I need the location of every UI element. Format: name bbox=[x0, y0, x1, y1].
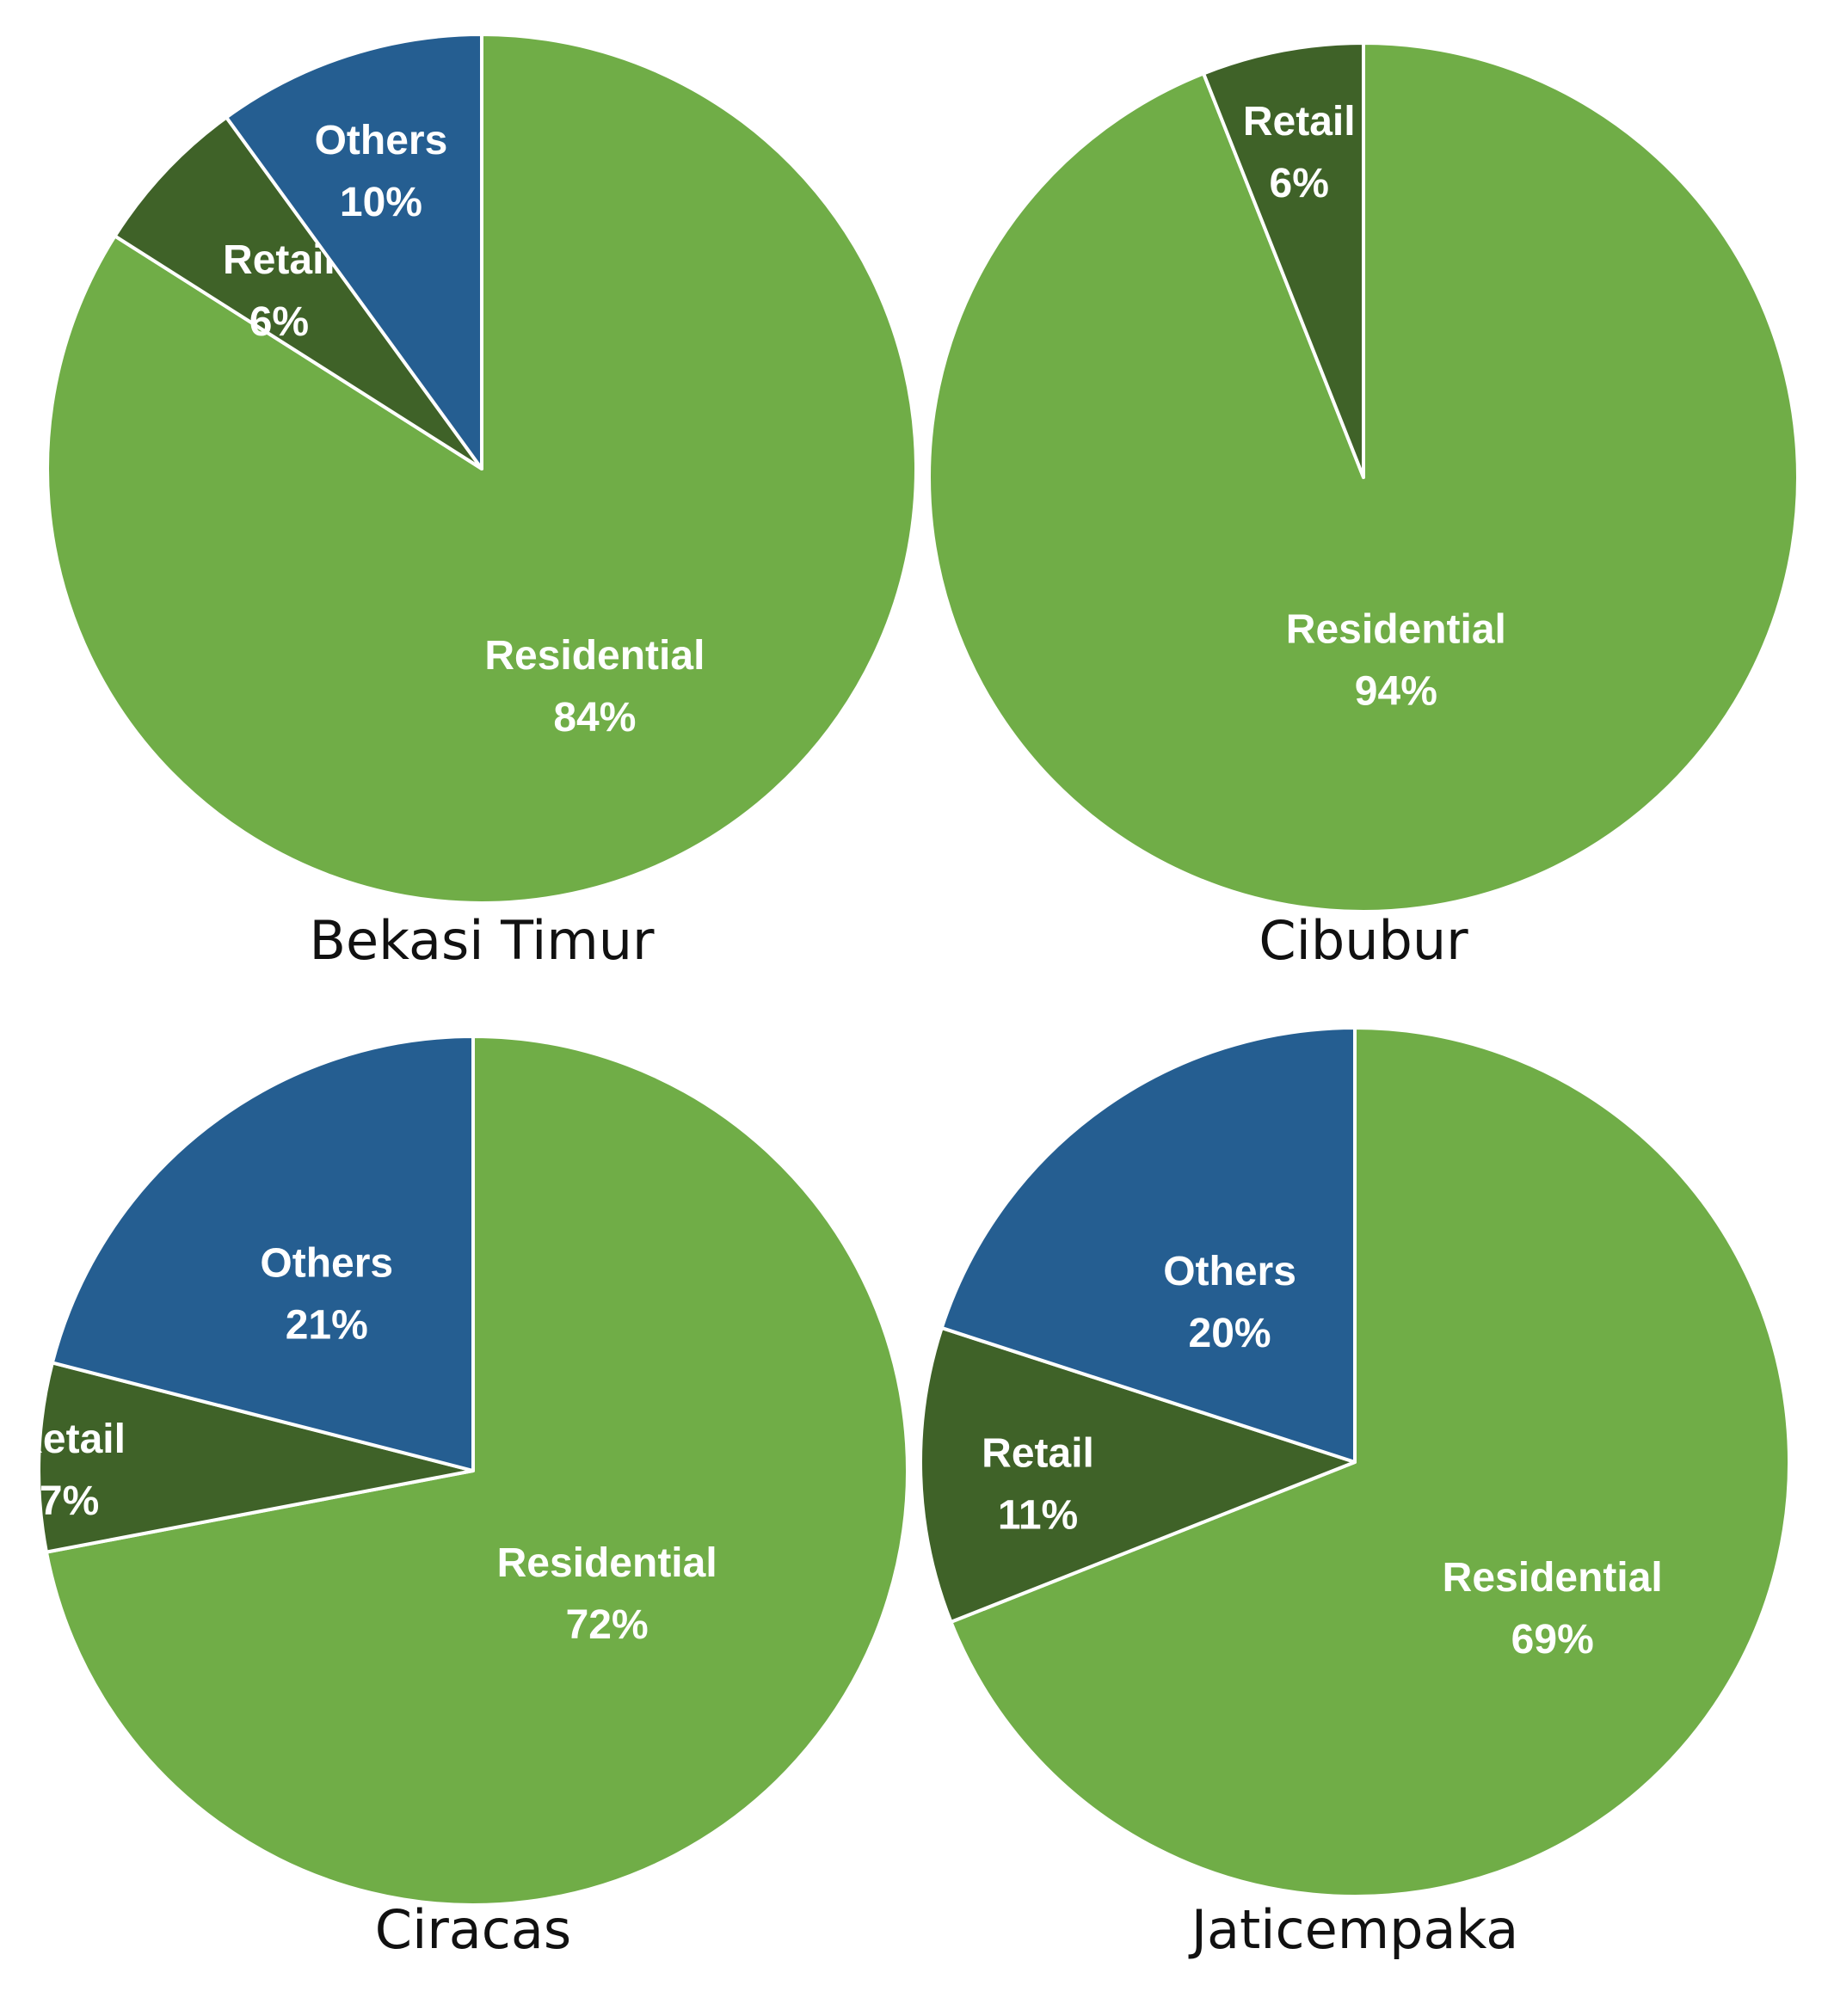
pie-slice-retail bbox=[113, 115, 483, 470]
pie-slice-retail bbox=[37, 1361, 475, 1554]
pie-slice-residential bbox=[949, 1026, 1791, 1898]
pie-chart-bekasi-timur: Residential 84% Retail 6% Others 10% Bekasi Ti… bbox=[46, 33, 918, 972]
pie-chart-ciracas: Residential 72% Retail 7% Others 21% Ciracas bbox=[13, 1035, 909, 1961]
pie-slice-others bbox=[939, 1026, 1357, 1464]
slice-percent-label: 10% bbox=[340, 180, 422, 225]
chart-title: Jaticempaka bbox=[1188, 1898, 1519, 1961]
slice-percent-label: 20% bbox=[1189, 1311, 1271, 1356]
slice-label-others: Others 20% bbox=[1163, 1249, 1296, 1356]
pie-slice-retail bbox=[919, 1325, 1357, 1624]
pie-slice-residential bbox=[44, 1035, 909, 1907]
slice-label-retail: Retail 6% bbox=[1243, 99, 1356, 206]
slice-percent-label: 11% bbox=[998, 1493, 1078, 1539]
slice-percent-label: 94% bbox=[1355, 668, 1437, 714]
slice-percent-label: 21% bbox=[286, 1303, 368, 1349]
slice-percent-label: 84% bbox=[553, 695, 636, 741]
slice-percent-label: 7% bbox=[40, 1478, 99, 1524]
slice-label-others: Others 10% bbox=[315, 118, 448, 225]
slice-label-retail: Retail 11% bbox=[982, 1431, 1094, 1539]
pie-chart-cibubur: Residential 94% Retail 6% Cibubur bbox=[927, 41, 1800, 972]
pie-chart-jaticempaka: Residential 69% Retail 11% Others 20% Jaticemp… bbox=[919, 1026, 1791, 1961]
pie-slice-retail bbox=[1202, 41, 1365, 479]
slice-category-label: Retail bbox=[13, 1417, 126, 1462]
slice-category-label: Residential bbox=[497, 1540, 717, 1586]
slice-category-label: Residential bbox=[1286, 606, 1506, 652]
chart-title: Cibubur bbox=[1259, 909, 1468, 972]
chart-title: Bekasi Timur bbox=[309, 909, 655, 972]
slice-percent-label: 72% bbox=[566, 1602, 649, 1648]
slice-percent-label: 6% bbox=[1270, 161, 1329, 206]
slice-label-retail: Retail 7% bbox=[13, 1417, 126, 1524]
slice-percent-label: 69% bbox=[1511, 1617, 1594, 1663]
slice-label-residential: Residential 94% bbox=[1286, 606, 1506, 714]
slice-category-label: Residential bbox=[1443, 1555, 1663, 1601]
slice-category-label: Retail bbox=[223, 237, 335, 283]
slice-category-label: Others bbox=[1163, 1249, 1296, 1294]
slice-percent-label: 6% bbox=[249, 299, 309, 345]
slice-label-residential: Residential 72% bbox=[497, 1540, 717, 1648]
pie-slice-others bbox=[50, 1035, 475, 1472]
slice-category-label: Others bbox=[315, 118, 448, 163]
slice-category-label: Residential bbox=[484, 633, 705, 679]
slice-category-label: Retail bbox=[1243, 99, 1356, 144]
slice-label-retail: Retail 6% bbox=[223, 237, 335, 345]
slice-label-others: Others 21% bbox=[260, 1241, 393, 1349]
slice-label-residential: Residential 84% bbox=[484, 633, 705, 741]
pie-slice-others bbox=[225, 33, 483, 470]
chart-title: Ciracas bbox=[375, 1898, 571, 1961]
slice-category-label: Others bbox=[260, 1241, 393, 1287]
slice-category-label: Retail bbox=[982, 1431, 1094, 1477]
slice-label-residential: Residential 69% bbox=[1443, 1555, 1663, 1663]
